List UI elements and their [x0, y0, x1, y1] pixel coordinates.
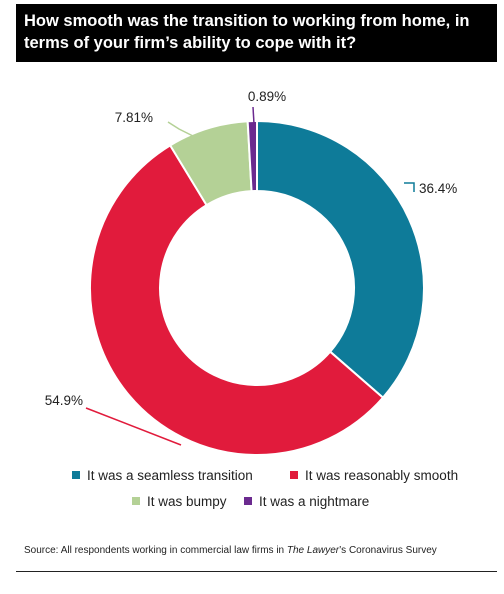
legend-swatch-3	[132, 497, 140, 505]
source-suffix: ’s Coronavirus Survey	[339, 545, 437, 556]
donut-chart: 36.4% 54.9% 7.81% 0.89% It was a seamless tr…	[45, 89, 458, 509]
data-label-1: 36.4%	[419, 181, 457, 196]
legend-label-1: It was a seamless transition	[87, 468, 253, 483]
leader-line-3	[167, 121, 204, 142]
legend-swatch-2	[290, 471, 298, 479]
chart-frame: How smooth was the transition to working…	[16, 4, 497, 572]
data-label-4: 0.89%	[248, 89, 286, 104]
slice-4	[246, 119, 258, 193]
leader-line-1	[404, 182, 415, 192]
legend-label-3: It was bumpy	[147, 494, 227, 509]
legend-swatch-1	[72, 471, 80, 479]
slice-2	[89, 143, 385, 456]
source-publication: The Lawyer	[286, 545, 340, 556]
source-prefix: Source: All respondents working in comme…	[24, 545, 287, 556]
source-note: Source: All respondents working in comme…	[24, 545, 437, 556]
title-bar: How smooth was the transition to working…	[16, 4, 497, 62]
leader-line-2	[85, 407, 182, 446]
legend-swatch-4	[244, 497, 252, 505]
legend-label-2: It was reasonably smooth	[305, 468, 458, 483]
slice-1	[256, 119, 425, 400]
data-label-2: 54.9%	[45, 393, 83, 408]
data-label-3: 7.81%	[115, 110, 153, 125]
leader-line-4	[252, 106, 255, 125]
legend-label-4: It was a nightmare	[259, 494, 369, 509]
chart-title: How smooth was the transition to working…	[24, 12, 470, 52]
